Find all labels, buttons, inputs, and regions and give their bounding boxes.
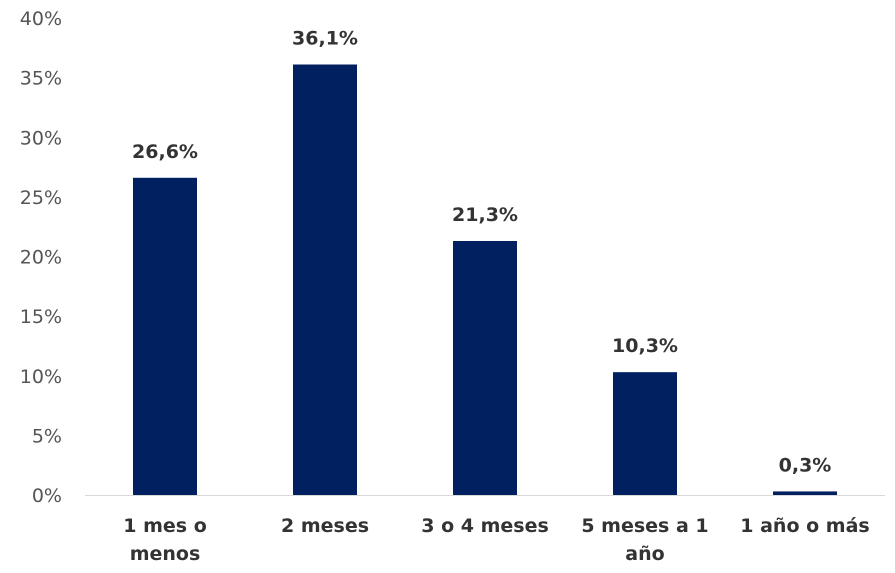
x-axis: 1 mes o menos 2 meses 3 o 4 meses 5 meses a … <box>123 515 869 565</box>
bar <box>133 177 197 496</box>
data-label: 26,6% <box>132 141 198 163</box>
bar <box>773 491 837 495</box>
y-tick-label: 30% <box>20 127 62 149</box>
data-label: 36,1% <box>292 28 358 50</box>
data-label: 21,3% <box>452 204 518 226</box>
y-tick-label: 20% <box>20 247 62 269</box>
y-tick-label: 10% <box>20 366 62 388</box>
y-tick-label: 25% <box>20 187 62 209</box>
y-tick-label: 15% <box>20 306 62 328</box>
category-label: 5 meses a 1 año <box>581 515 708 565</box>
category-label: 2 meses <box>281 515 369 537</box>
bar <box>453 240 517 495</box>
bar <box>293 64 357 495</box>
y-tick-label: 5% <box>32 425 62 447</box>
category-label: 1 mes o menos <box>123 515 207 565</box>
bar <box>613 372 677 495</box>
data-label: 0,3% <box>779 454 832 476</box>
y-axis: 0% 5% 10% 15% 20% 25% 30% 35% 40% <box>20 8 62 507</box>
y-tick-label: 35% <box>20 68 62 90</box>
category-label: 3 o 4 meses <box>421 515 549 537</box>
category-label: 1 año o más <box>740 515 869 537</box>
data-label: 10,3% <box>612 335 678 357</box>
bars <box>133 64 837 496</box>
y-tick-label: 40% <box>20 8 62 30</box>
data-labels: 26,6% 36,1% 21,3% 10,3% 0,3% <box>132 28 831 477</box>
y-tick-label: 0% <box>32 485 62 507</box>
